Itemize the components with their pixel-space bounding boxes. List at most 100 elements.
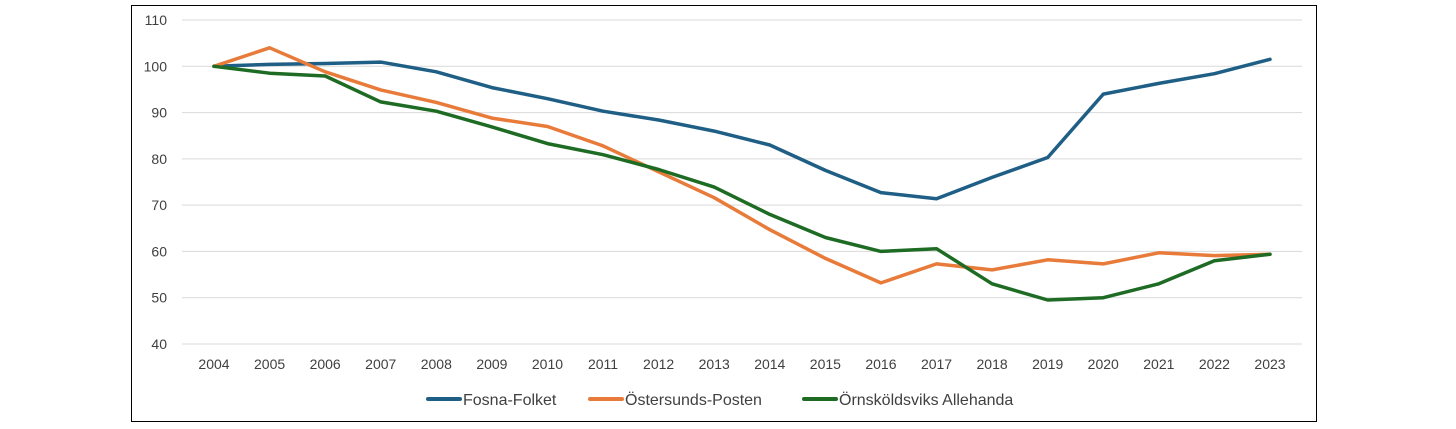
series-line-1 bbox=[212, 57, 1272, 201]
y-tick-label: 90 bbox=[151, 105, 167, 121]
data-point bbox=[990, 268, 994, 272]
data-point bbox=[545, 97, 549, 101]
data-point bbox=[712, 196, 716, 200]
y-tick-label: 50 bbox=[151, 290, 167, 306]
data-point bbox=[1101, 296, 1105, 300]
y-tick-label: 60 bbox=[151, 243, 167, 259]
data-point bbox=[879, 249, 883, 253]
data-point bbox=[268, 62, 272, 66]
data-point bbox=[323, 62, 327, 66]
data-point bbox=[768, 212, 772, 216]
legend-item: Örnsköldsviks Allehanda bbox=[802, 391, 1013, 409]
x-tick-label: 2015 bbox=[810, 356, 841, 372]
x-tick-label: 2008 bbox=[421, 356, 452, 372]
data-point bbox=[1157, 81, 1161, 85]
gridlines bbox=[182, 19, 1302, 345]
x-tick-label: 2012 bbox=[643, 356, 674, 372]
data-point bbox=[1046, 155, 1050, 159]
data-point bbox=[434, 109, 438, 113]
data-point bbox=[823, 168, 827, 172]
data-point bbox=[1046, 258, 1050, 262]
data-point bbox=[935, 197, 939, 201]
legend: Fosna-Folket Östersunds-Posten Örnsköldsvi… bbox=[426, 391, 1013, 409]
data-point bbox=[1157, 251, 1161, 255]
data-point bbox=[823, 236, 827, 240]
data-point bbox=[434, 100, 438, 104]
series-lines bbox=[212, 46, 1272, 302]
data-point bbox=[1268, 57, 1272, 61]
data-point bbox=[712, 129, 716, 133]
data-point bbox=[212, 64, 216, 68]
data-point bbox=[379, 88, 383, 92]
series-line-2 bbox=[212, 46, 1272, 285]
data-point bbox=[1101, 262, 1105, 266]
data-point bbox=[601, 109, 605, 113]
data-point bbox=[768, 143, 772, 147]
data-point bbox=[379, 60, 383, 64]
data-point bbox=[490, 116, 494, 120]
x-axis-ticks: 2004 2005 2006 2007 2008 2009 2010 2011 2012 2013… bbox=[198, 356, 1285, 372]
data-point bbox=[768, 228, 772, 232]
data-point bbox=[268, 71, 272, 75]
data-point bbox=[268, 46, 272, 50]
x-tick-label: 2019 bbox=[1032, 356, 1063, 372]
x-tick-label: 2018 bbox=[977, 356, 1008, 372]
data-point bbox=[490, 125, 494, 129]
y-tick-label: 80 bbox=[151, 151, 167, 167]
data-point bbox=[1212, 72, 1216, 76]
x-tick-label: 2005 bbox=[254, 356, 285, 372]
data-point bbox=[601, 153, 605, 157]
data-point bbox=[712, 185, 716, 189]
data-point bbox=[935, 247, 939, 251]
legend-label: Örnsköldsviks Allehanda bbox=[839, 391, 1013, 409]
x-tick-label: 2020 bbox=[1088, 356, 1119, 372]
data-point bbox=[490, 86, 494, 90]
data-point bbox=[1212, 254, 1216, 258]
x-tick-label: 2022 bbox=[1199, 356, 1230, 372]
legend-label: Östersunds-Posten bbox=[625, 391, 762, 409]
y-tick-label: 40 bbox=[151, 336, 167, 352]
data-point bbox=[990, 282, 994, 286]
data-point bbox=[823, 256, 827, 260]
data-point bbox=[379, 100, 383, 104]
data-point bbox=[935, 262, 939, 266]
x-tick-label: 2023 bbox=[1254, 356, 1285, 372]
y-tick-label: 110 bbox=[145, 12, 168, 28]
data-point bbox=[1268, 252, 1272, 256]
y-tick-label: 100 bbox=[144, 58, 168, 74]
data-point bbox=[323, 70, 327, 74]
data-point bbox=[1101, 92, 1105, 96]
data-point bbox=[434, 70, 438, 74]
series-line-3 bbox=[212, 64, 1272, 302]
legend-label: Fosna-Folket bbox=[463, 392, 557, 409]
data-point bbox=[657, 118, 661, 122]
x-tick-label: 2010 bbox=[532, 356, 563, 372]
data-point bbox=[879, 281, 883, 285]
x-tick-label: 2021 bbox=[1143, 356, 1174, 372]
x-tick-label: 2014 bbox=[754, 356, 785, 372]
data-point bbox=[601, 144, 605, 148]
x-tick-label: 2016 bbox=[865, 356, 896, 372]
data-point bbox=[657, 168, 661, 172]
x-tick-label: 2007 bbox=[365, 356, 396, 372]
data-point bbox=[323, 74, 327, 78]
data-point bbox=[1046, 298, 1050, 302]
x-tick-label: 2009 bbox=[476, 356, 507, 372]
x-tick-label: 2011 bbox=[588, 356, 618, 372]
legend-item: Fosna-Folket bbox=[426, 392, 557, 409]
data-point bbox=[990, 175, 994, 179]
x-tick-label: 2017 bbox=[921, 356, 952, 372]
y-axis-ticks: 40 50 60 70 80 90 100 110 bbox=[144, 12, 168, 352]
data-point bbox=[1212, 259, 1216, 263]
y-tick-label: 70 bbox=[151, 197, 167, 213]
legend-item: Östersunds-Posten bbox=[588, 391, 762, 409]
data-point bbox=[545, 124, 549, 128]
x-tick-label: 2004 bbox=[198, 356, 229, 372]
data-point bbox=[879, 191, 883, 195]
data-point bbox=[545, 142, 549, 146]
x-tick-label: 2006 bbox=[310, 356, 341, 372]
data-point bbox=[1157, 282, 1161, 286]
x-tick-label: 2013 bbox=[699, 356, 730, 372]
chart-frame: 40 50 60 70 80 90 100 110 2004 2005 2006 2007 2008 2… bbox=[131, 5, 1317, 422]
